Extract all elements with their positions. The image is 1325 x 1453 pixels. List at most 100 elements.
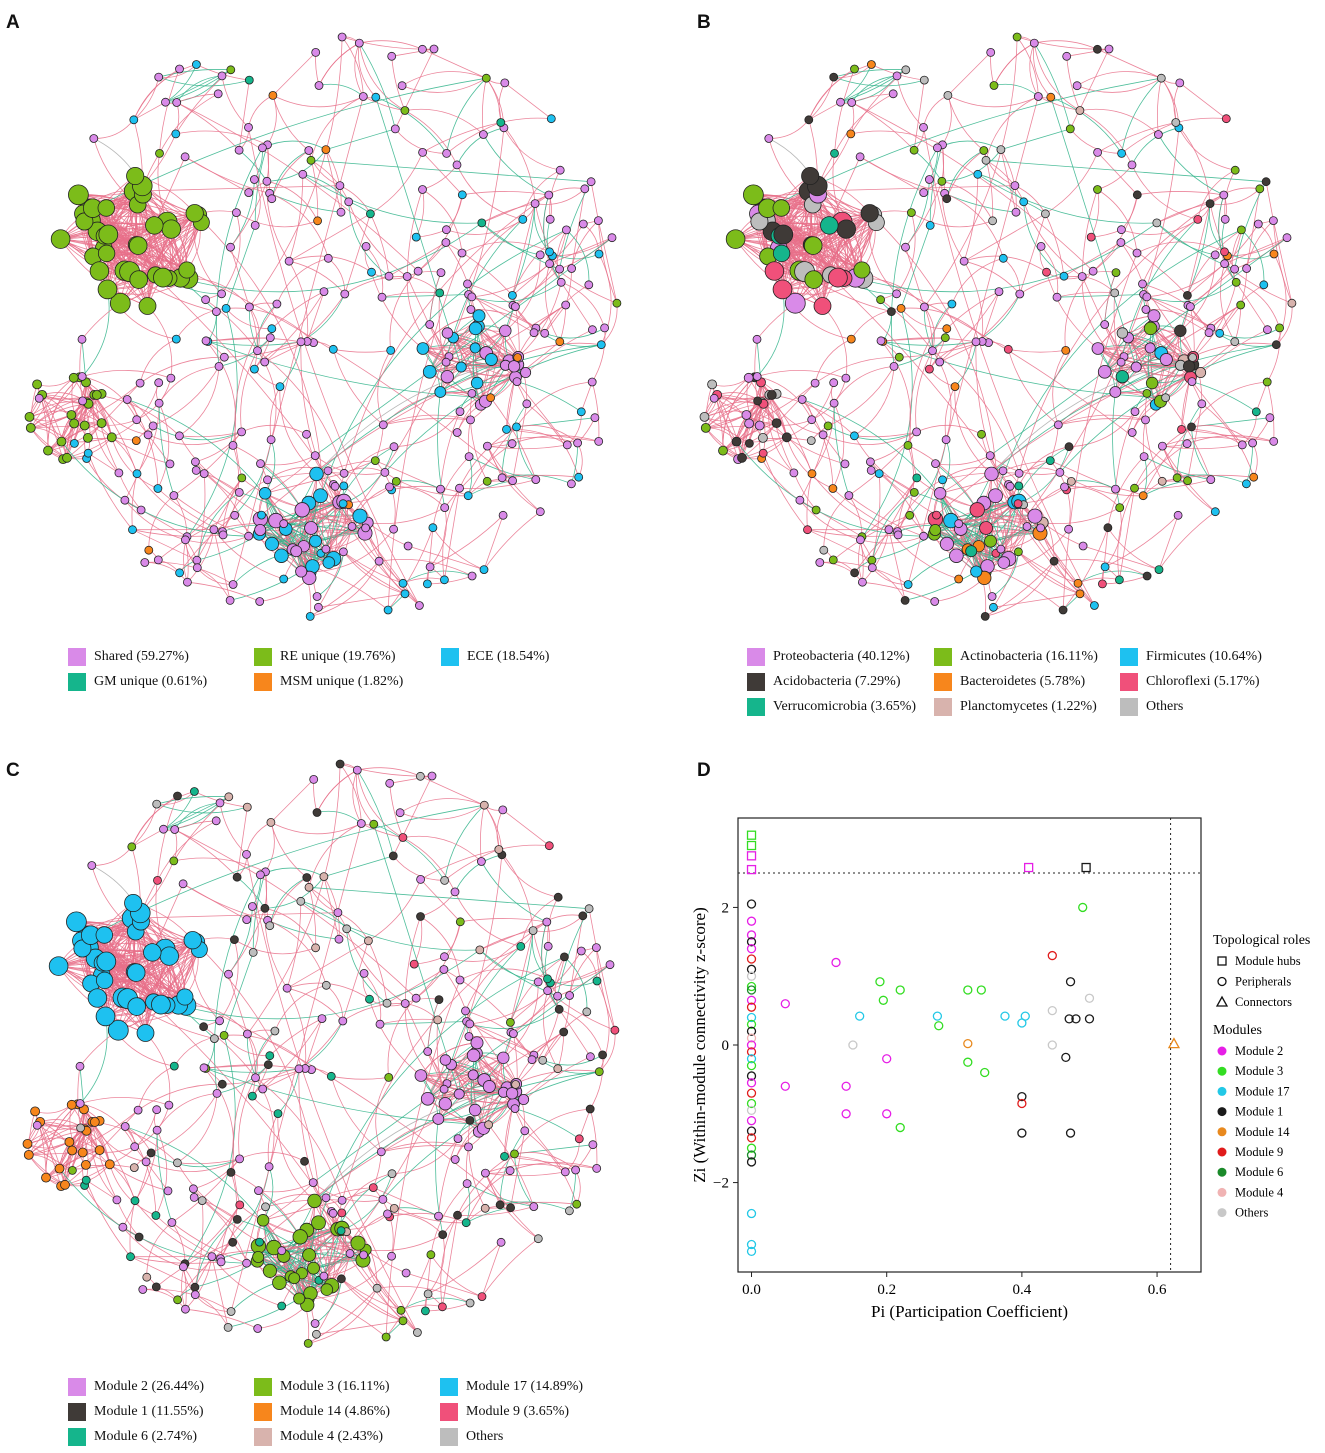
network-node — [142, 1272, 152, 1282]
network-edge — [352, 769, 362, 824]
network-edge — [269, 192, 329, 259]
network-node — [1230, 337, 1240, 347]
network-edge — [1097, 315, 1155, 349]
network-node — [434, 995, 444, 1005]
network-node — [79, 420, 90, 431]
network-edge — [915, 350, 933, 432]
network-node — [850, 64, 859, 74]
network-node — [414, 601, 424, 610]
network-node — [1161, 393, 1171, 403]
network-node — [455, 407, 465, 417]
network-node — [441, 238, 451, 247]
network-edge — [985, 159, 1025, 202]
network-edge — [1000, 149, 1017, 213]
network-edge — [834, 93, 894, 154]
legend-swatch — [747, 648, 765, 666]
network-node — [378, 1194, 388, 1204]
network-edge — [223, 952, 254, 1036]
network-edge — [79, 370, 172, 379]
network-node — [313, 488, 328, 504]
network-edge — [470, 309, 537, 329]
network-node — [954, 574, 964, 584]
network-node — [312, 592, 322, 601]
network-edge — [313, 779, 318, 813]
network-edge — [941, 180, 993, 221]
network-edge — [490, 397, 537, 480]
network-node — [941, 435, 951, 445]
network-node — [247, 902, 257, 911]
network-edge — [139, 356, 225, 384]
network-node — [335, 181, 345, 191]
network-node — [75, 1061, 85, 1071]
network-node — [199, 1022, 209, 1032]
network-node — [496, 118, 506, 127]
network-node — [984, 534, 997, 548]
network-edge — [265, 822, 275, 873]
network-node — [180, 1304, 190, 1314]
panel-letter-a: A — [6, 12, 20, 33]
network-edge — [1143, 456, 1211, 480]
network-node — [434, 1211, 443, 1221]
network-edge — [771, 394, 855, 437]
network-node — [465, 1298, 475, 1308]
network-edge — [1146, 263, 1225, 298]
network-node — [903, 580, 913, 589]
network-node — [1182, 439, 1192, 449]
network-node — [464, 1032, 474, 1041]
network-node — [518, 1094, 530, 1105]
network-edge — [381, 1145, 469, 1153]
network-edge — [132, 912, 338, 919]
network-edge — [387, 527, 434, 611]
network-node — [1013, 499, 1023, 509]
network-node — [457, 190, 467, 200]
network-edge — [341, 36, 364, 97]
network-node — [319, 872, 329, 882]
network-edge — [325, 149, 342, 213]
network-edge — [580, 381, 593, 412]
network-node — [94, 1145, 105, 1156]
network-node — [508, 476, 518, 486]
network-node — [169, 491, 179, 500]
network-node — [151, 1211, 161, 1220]
network-edge — [1146, 281, 1237, 302]
network-node — [127, 842, 137, 852]
network-node — [337, 32, 347, 42]
network-node — [1075, 106, 1085, 115]
network-edge — [316, 769, 358, 813]
network-node — [323, 466, 333, 476]
network-node — [586, 1052, 595, 1062]
network-node — [700, 422, 711, 433]
network-node — [1046, 92, 1056, 102]
network-edge — [485, 1172, 539, 1240]
network-edge — [1064, 486, 1120, 508]
network-node — [530, 199, 540, 209]
network-edge — [310, 96, 364, 161]
network-edge — [598, 253, 612, 345]
network-node — [267, 194, 277, 204]
network-node — [361, 523, 371, 533]
network-node — [1029, 38, 1039, 48]
network-edge — [300, 900, 348, 930]
network-node — [415, 771, 425, 781]
network-node — [143, 430, 153, 440]
network-edge — [237, 1219, 310, 1256]
network-node — [475, 945, 485, 955]
legend-label: Planctomycetes (1.22%) — [960, 699, 1097, 714]
network-node — [828, 267, 848, 288]
network-edge — [1162, 445, 1216, 513]
network-node — [1261, 177, 1271, 187]
network-edge — [384, 344, 602, 473]
network-node — [752, 372, 762, 381]
network-node — [1109, 386, 1122, 398]
network-edge — [936, 360, 1185, 516]
network-edge — [133, 68, 180, 120]
network-edge — [266, 180, 318, 221]
network-edge — [932, 350, 1020, 474]
network-node — [1019, 197, 1029, 207]
network-edge — [111, 437, 159, 489]
network-edge — [900, 308, 947, 330]
network-edge — [481, 203, 536, 224]
network-edge — [1097, 348, 1191, 378]
network-node — [554, 1004, 564, 1014]
network-edge — [323, 855, 394, 877]
